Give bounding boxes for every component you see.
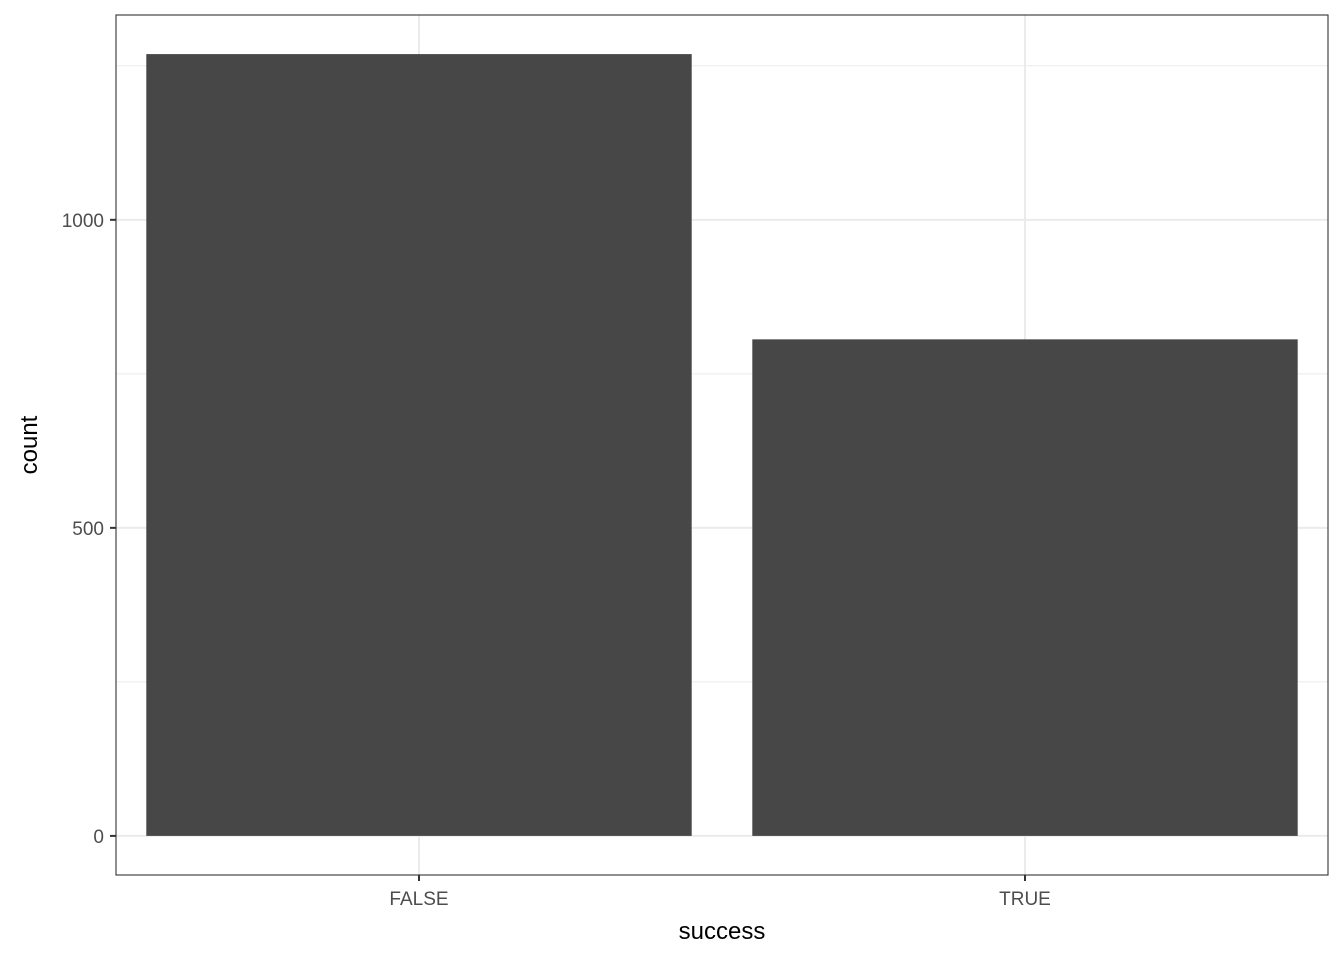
bar-true [752, 339, 1298, 836]
x-axis: FALSE TRUE [389, 875, 1051, 910]
y-tick-label: 500 [72, 519, 104, 540]
x-tick-label: TRUE [999, 889, 1051, 910]
y-tick-label: 0 [93, 827, 104, 848]
bars [146, 54, 1298, 836]
panel-border [115, 14, 1329, 876]
y-axis-title: count [16, 415, 43, 474]
bar-false [146, 54, 692, 836]
y-tick-label: 1000 [62, 211, 104, 232]
x-axis-title: success [679, 918, 766, 945]
x-tick-label: FALSE [389, 889, 448, 910]
y-axis: 0 500 1000 [62, 211, 116, 848]
